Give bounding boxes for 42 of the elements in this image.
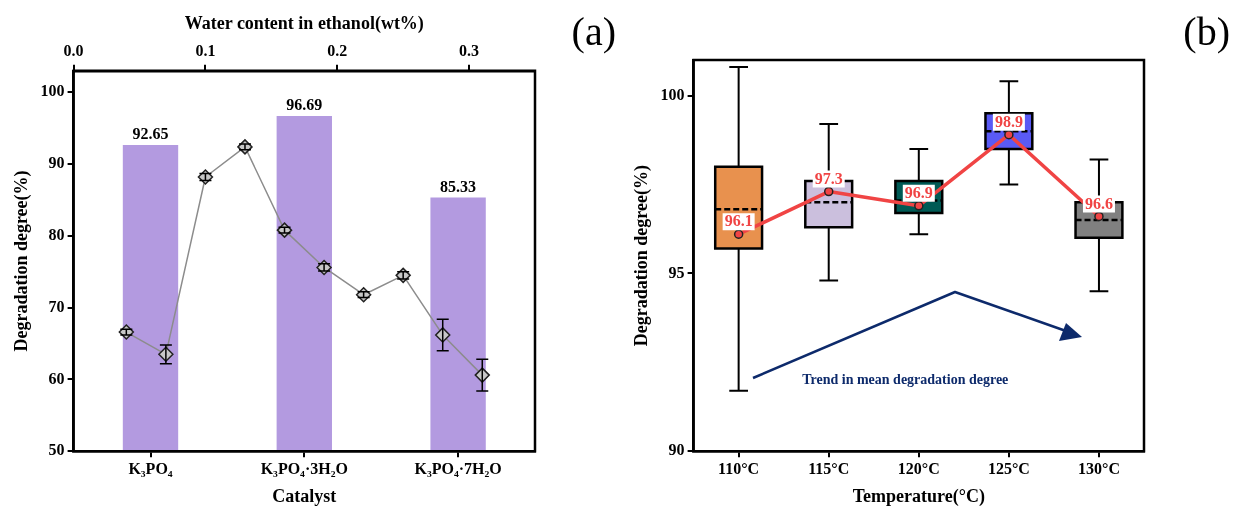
data-label: 96.69 [286,96,323,114]
point [1094,211,1104,222]
data-label: 96.9 [904,183,933,201]
point [823,186,834,197]
text: (b) [1183,8,1230,54]
x-axis-title: Temperature(°C) [852,485,985,507]
point [733,229,744,240]
data-label: 96.1 [724,212,753,230]
y-tick-label: 60 [48,369,65,387]
x-tick-label: 120°C [897,459,940,477]
data-label: 92.65 [132,125,169,143]
x-tick-label: 110°C [718,459,760,477]
data-label: 85.33 [440,177,477,195]
x-axis-title: Catalyst [272,485,337,506]
x-tick-label: 130°C [1077,459,1120,477]
point [1004,129,1014,140]
y-tick-label: 100 [660,85,685,103]
data-label: 98.9 [994,112,1023,130]
y-tick-label: 95 [668,263,685,281]
y-axis-title: Degradation degree(%) [11,170,33,352]
y-tick-label: 50 [48,441,65,459]
x2-axis-title: Water content in ethanol(wt%) [184,13,424,35]
y-tick-label: 100 [40,82,65,100]
y-tick-label: 70 [48,297,65,315]
x-tick-label: 125°C [987,459,1030,477]
y-tick-label: 90 [48,154,65,172]
data-label: 96.6 [1084,194,1113,212]
x-tick-label: K₃PO₄·7H₂O [414,459,502,477]
x-tick-label: 115°C [808,459,850,477]
x2-tick-label: 0.0 [63,42,84,60]
data-label: 97.3 [814,169,843,187]
y-tick-label: 90 [668,441,685,459]
point [914,201,924,211]
x2-tick-label: 0.3 [459,42,480,60]
y-tick-label: 80 [48,226,65,244]
y-axis-title: Degradation degree(%) [631,165,653,347]
x-tick-label: K₃PO₄ [128,459,173,477]
annotation: Trend in mean degradation degree [802,372,1009,388]
text: (a) [571,8,616,54]
x-tick-label: K₃PO₄·3H₂O [260,459,348,477]
x2-tick-label: 0.1 [195,42,216,60]
x2-tick-label: 0.2 [327,42,348,60]
